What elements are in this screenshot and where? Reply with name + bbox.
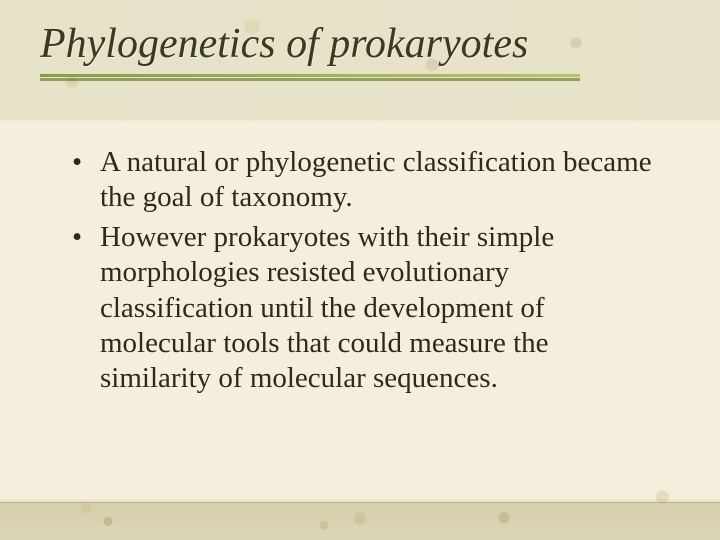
slide: Phylogenetics of prokaryotes A natural o… <box>0 0 720 540</box>
title-area: Phylogenetics of prokaryotes <box>40 20 680 81</box>
bullet-item: However prokaryotes with their simple mo… <box>72 220 660 397</box>
title-underline <box>40 74 580 77</box>
body-text: A natural or phylogenetic classification… <box>72 145 660 401</box>
title-underline-shadow <box>40 78 580 81</box>
bullet-text: A natural or phylogenetic classification… <box>100 146 652 213</box>
bullet-text: However prokaryotes with their simple mo… <box>100 221 554 395</box>
slide-title: Phylogenetics of prokaryotes <box>40 20 680 72</box>
bullet-item: A natural or phylogenetic classification… <box>72 145 660 216</box>
decorative-bottom-band <box>0 502 720 540</box>
